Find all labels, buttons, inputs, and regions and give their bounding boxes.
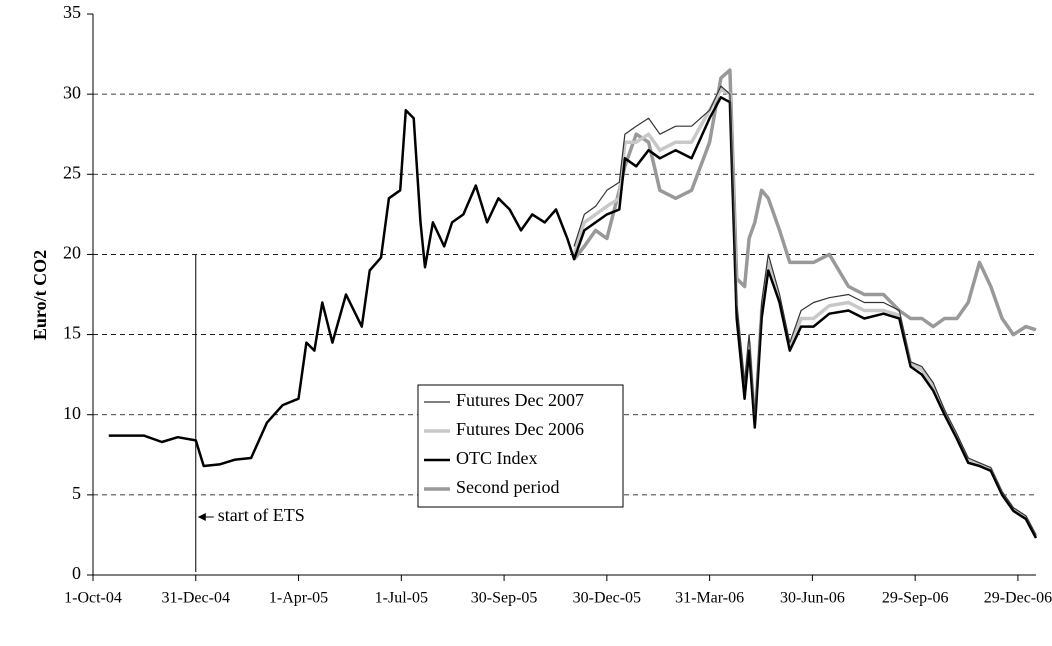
x-tick-label: 29-Sep-06 bbox=[882, 590, 949, 607]
annotation-text: start of ETS bbox=[218, 505, 305, 525]
x-tick-label: 1-Jul-05 bbox=[375, 590, 428, 607]
x-tick-label: 31-Dec-04 bbox=[162, 590, 230, 607]
y-tick-label: 15 bbox=[63, 323, 81, 343]
x-tick-label: 30-Dec-05 bbox=[573, 590, 641, 607]
y-tick-label: 30 bbox=[63, 82, 81, 102]
y-axis-label: Euro/t CO2 bbox=[30, 250, 50, 340]
legend-box bbox=[417, 384, 624, 508]
y-tick-label: 35 bbox=[63, 2, 81, 22]
series-line bbox=[573, 85, 1037, 536]
x-tick-label: 1-Apr-05 bbox=[269, 590, 328, 607]
legend-label: Futures Dec 2006 bbox=[456, 419, 584, 439]
annotation-arrowhead bbox=[197, 513, 206, 521]
legend-label: Futures Dec 2007 bbox=[456, 390, 584, 410]
y-tick-label: 20 bbox=[63, 243, 81, 263]
x-tick-label: 30-Sep-05 bbox=[471, 590, 538, 607]
x-tick-label: 31-Mar-06 bbox=[675, 590, 744, 607]
x-tick-label: 1-Oct-04 bbox=[64, 590, 122, 607]
y-tick-label: 10 bbox=[63, 403, 81, 423]
legend-label: OTC Index bbox=[456, 448, 537, 468]
x-tick-label: 30-Jun-06 bbox=[780, 590, 845, 607]
x-tick-label: 29-Dec-06 bbox=[984, 590, 1052, 607]
series-line bbox=[108, 96, 1038, 539]
legend-label: Second period bbox=[456, 477, 559, 497]
series-line bbox=[572, 68, 1037, 337]
y-tick-label: 5 bbox=[72, 483, 81, 503]
y-tick-label: 0 bbox=[72, 563, 81, 583]
y-tick-label: 25 bbox=[63, 162, 81, 182]
